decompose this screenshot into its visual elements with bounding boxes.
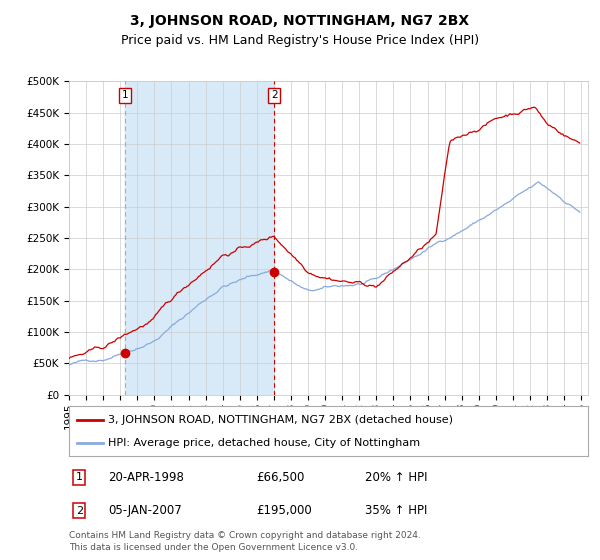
Text: 1: 1 (76, 473, 83, 483)
Text: 05-JAN-2007: 05-JAN-2007 (108, 505, 182, 517)
Text: This data is licensed under the Open Government Licence v3.0.: This data is licensed under the Open Gov… (69, 543, 358, 552)
Text: 20% ↑ HPI: 20% ↑ HPI (365, 471, 427, 484)
Text: 35% ↑ HPI: 35% ↑ HPI (365, 505, 427, 517)
Text: 3, JOHNSON ROAD, NOTTINGHAM, NG7 2BX (detached house): 3, JOHNSON ROAD, NOTTINGHAM, NG7 2BX (de… (108, 414, 453, 424)
Text: Contains HM Land Registry data © Crown copyright and database right 2024.: Contains HM Land Registry data © Crown c… (69, 531, 421, 540)
Text: Price paid vs. HM Land Registry's House Price Index (HPI): Price paid vs. HM Land Registry's House … (121, 34, 479, 46)
Bar (125, 81, 274, 395)
Text: 2: 2 (76, 506, 83, 516)
Text: 3, JOHNSON ROAD, NOTTINGHAM, NG7 2BX: 3, JOHNSON ROAD, NOTTINGHAM, NG7 2BX (130, 14, 470, 28)
Text: 1: 1 (122, 90, 128, 100)
Text: 2: 2 (271, 90, 278, 100)
Text: HPI: Average price, detached house, City of Nottingham: HPI: Average price, detached house, City… (108, 438, 420, 448)
Text: £195,000: £195,000 (256, 505, 311, 517)
Text: £66,500: £66,500 (256, 471, 304, 484)
Text: 20-APR-1998: 20-APR-1998 (108, 471, 184, 484)
